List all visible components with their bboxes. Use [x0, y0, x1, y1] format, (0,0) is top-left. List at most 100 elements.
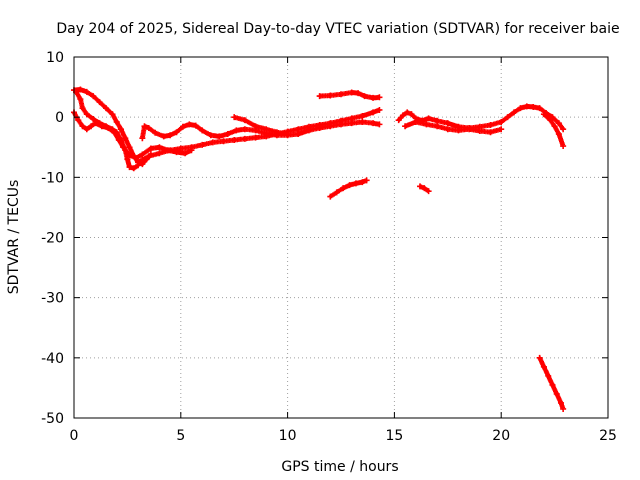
data-point: [316, 93, 323, 100]
data-point: [560, 126, 567, 133]
data-point: [399, 112, 406, 119]
data-point: [305, 123, 312, 130]
data-point: [412, 118, 419, 125]
data-point: [359, 118, 366, 125]
y-tick-label: 10: [46, 50, 64, 66]
data-point: [117, 126, 124, 133]
data-point: [434, 117, 441, 124]
data-point: [408, 111, 415, 118]
data-point: [549, 381, 556, 388]
axis-ticks: 0 5 10 15 20 25 -50 -40 -30 -20 -10 0 10: [41, 50, 617, 444]
data-point: [370, 94, 377, 101]
data-point: [434, 123, 441, 130]
x-tick-label: 0: [70, 428, 79, 444]
x-tick-label: 10: [279, 428, 297, 444]
data-point: [113, 118, 120, 125]
data-point: [83, 111, 90, 118]
data-point: [120, 144, 127, 151]
y-tick-label: -50: [41, 411, 64, 427]
data-point: [241, 135, 248, 142]
data-point: [88, 123, 95, 130]
data-point: [404, 109, 411, 116]
series-track-5: [135, 106, 383, 166]
data-point: [141, 123, 148, 130]
data-point: [220, 138, 227, 145]
data-point: [359, 112, 366, 119]
data-point: [547, 117, 554, 124]
data-point: [231, 137, 238, 144]
data-point: [167, 132, 174, 139]
data-point: [126, 164, 133, 171]
data-point: [423, 121, 430, 128]
data-point: [549, 114, 556, 121]
data-point: [75, 117, 82, 124]
y-tick-label: -40: [41, 351, 64, 367]
series-track-7: [316, 89, 383, 101]
data-point: [455, 127, 462, 134]
data-point: [224, 131, 231, 138]
data-point: [517, 105, 524, 112]
grid-lines: [74, 57, 608, 418]
data-point: [417, 183, 424, 190]
data-point: [263, 133, 270, 140]
x-tick-label: 20: [492, 428, 510, 444]
data-point: [523, 103, 530, 110]
series-track-6: [231, 114, 291, 138]
data-point: [376, 106, 383, 113]
data-point: [209, 139, 216, 146]
data-point: [182, 150, 189, 157]
chart-title: Day 204 of 2025, Sidereal Day-to-day VTE…: [56, 21, 619, 37]
data-point: [263, 126, 270, 133]
data-point: [124, 156, 131, 163]
data-point: [152, 129, 159, 136]
data-point: [361, 93, 368, 100]
data-point: [252, 134, 259, 141]
data-point: [109, 111, 116, 118]
data-point: [177, 145, 184, 152]
data-point: [333, 189, 340, 196]
data-point: [122, 135, 129, 142]
x-tick-label: 25: [599, 428, 617, 444]
data-point: [560, 143, 567, 150]
y-tick-label: -20: [41, 231, 64, 247]
data-point: [156, 144, 163, 151]
data-point: [558, 399, 565, 406]
data-point: [145, 124, 152, 131]
data-point: [540, 111, 547, 118]
data-point: [348, 115, 355, 122]
series-track-12: [417, 183, 432, 195]
data-point: [530, 103, 537, 110]
data-point: [173, 129, 180, 136]
data-point: [316, 121, 323, 128]
data-point: [444, 120, 451, 127]
series-track-10: [402, 118, 505, 136]
data-point: [504, 114, 511, 121]
data-point: [359, 179, 366, 186]
data-point: [241, 117, 248, 124]
data-point: [231, 114, 238, 121]
data-point: [147, 145, 154, 152]
data-point: [536, 354, 543, 361]
data-series: [71, 86, 567, 412]
data-point: [241, 126, 248, 133]
data-point: [355, 90, 362, 97]
data-point: [348, 89, 355, 96]
data-point: [160, 133, 167, 140]
data-point: [179, 123, 186, 130]
data-point: [555, 120, 562, 127]
data-point: [115, 137, 122, 144]
data-point: [103, 105, 110, 112]
data-point: [130, 165, 137, 172]
data-point: [498, 118, 505, 125]
series-track-4: [139, 118, 383, 142]
data-point: [126, 144, 133, 151]
data-point: [540, 363, 547, 370]
y-axis-label: SDTVAR / TECUs: [6, 180, 22, 295]
data-point: [551, 123, 558, 130]
data-point: [273, 129, 280, 136]
series-track-8: [327, 177, 370, 200]
data-point: [79, 105, 86, 112]
data-point: [199, 127, 206, 134]
data-point: [186, 121, 193, 128]
data-point: [98, 123, 105, 130]
